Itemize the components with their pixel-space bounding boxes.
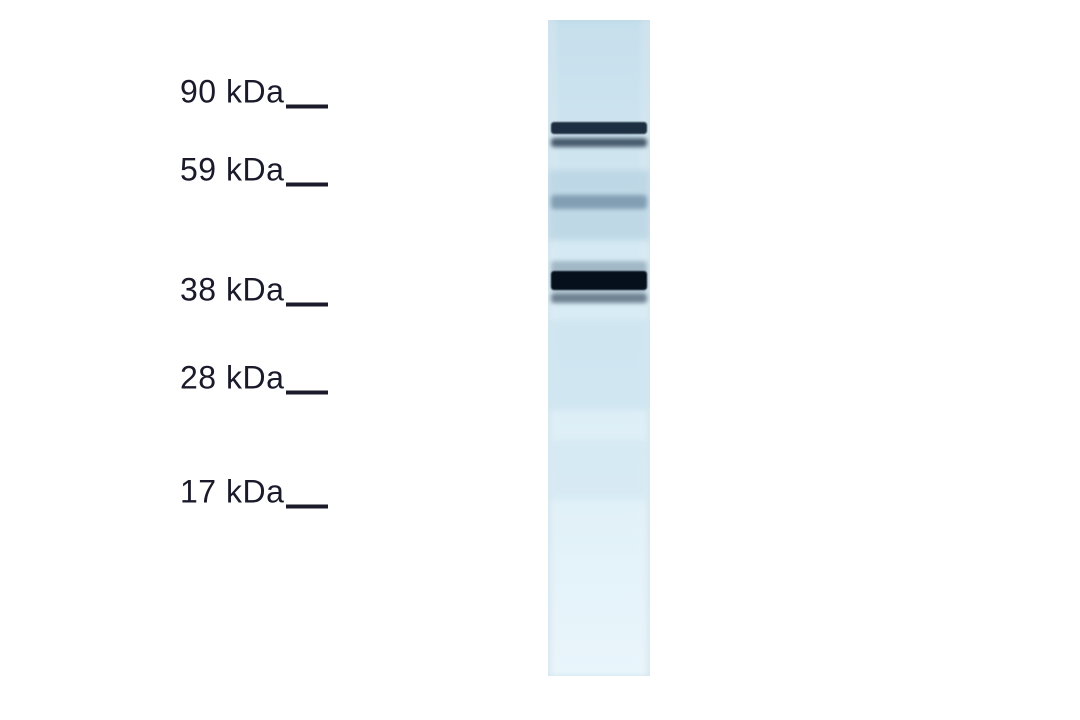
- mw-marker-90kda: 90 kDa: [180, 74, 328, 111]
- mw-marker-tick: [286, 302, 328, 306]
- mw-marker-59kda: 59 kDa: [180, 152, 328, 189]
- mw-marker-label: 38 kDa: [180, 272, 284, 309]
- lane-haze-2: [548, 440, 650, 500]
- mw-marker-label: 59 kDa: [180, 152, 284, 189]
- band-90kda-lower: [551, 138, 647, 147]
- band-42kda-main: [551, 271, 647, 290]
- mw-marker-38kda: 38 kDa: [180, 272, 328, 309]
- mw-marker-17kda: 17 kDa: [180, 474, 328, 511]
- lane-haze-1: [548, 320, 650, 410]
- mw-marker-tick: [286, 104, 328, 108]
- mw-marker-28kda: 28 kDa: [180, 360, 328, 397]
- band-90kda-upper: [551, 122, 647, 134]
- mw-marker-label: 17 kDa: [180, 474, 284, 511]
- blot-lane: [548, 20, 650, 676]
- mw-marker-label: 28 kDa: [180, 360, 284, 397]
- band-42kda-tail: [551, 293, 647, 303]
- mw-marker-tick: [286, 504, 328, 508]
- mw-marker-tick: [286, 182, 328, 186]
- mw-marker-tick: [286, 390, 328, 394]
- western-blot-figure: 90 kDa 59 kDa 38 kDa 28 kDa 17 kDa: [0, 0, 1080, 720]
- band-59kda: [551, 195, 647, 209]
- mw-marker-label: 90 kDa: [180, 74, 284, 111]
